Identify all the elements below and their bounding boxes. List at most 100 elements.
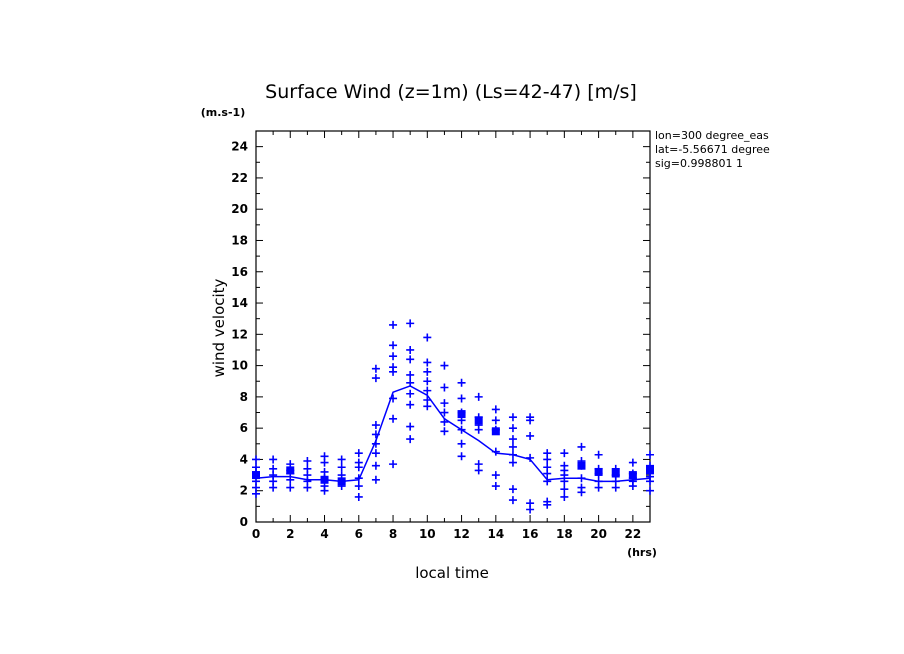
sample-point — [406, 378, 415, 387]
sample-point — [389, 414, 398, 423]
sample-point — [543, 500, 552, 509]
sample-point — [508, 435, 517, 444]
sample-point — [371, 475, 380, 484]
sample-point — [371, 374, 380, 383]
sample-point — [440, 383, 449, 392]
y-tick-label: 0 — [240, 515, 248, 529]
sample-point — [611, 483, 620, 492]
y-tick-label: 24 — [231, 140, 248, 154]
sample-point — [371, 430, 380, 439]
sample-point — [389, 367, 398, 376]
filled-marker — [457, 410, 466, 419]
filled-marker — [320, 475, 329, 484]
sample-point — [508, 485, 517, 494]
sample-point — [474, 425, 483, 434]
sample-point — [577, 474, 586, 483]
sample-point — [526, 431, 535, 440]
x-axis-label: local time — [415, 564, 489, 582]
sample-point — [560, 485, 569, 494]
sample-point — [526, 453, 535, 462]
sample-point — [406, 400, 415, 409]
sample-point — [440, 399, 449, 408]
x-tick-label: 20 — [590, 527, 607, 541]
sample-point — [508, 450, 517, 459]
sample-point — [337, 455, 346, 464]
sample-point — [560, 492, 569, 501]
filled-marker — [474, 416, 483, 425]
chart-title: Surface Wind (z=1m) (Ls=42-47) [m/s] — [265, 81, 637, 103]
x-tick-label: 8 — [389, 527, 397, 541]
sample-point — [526, 416, 535, 425]
info-sig: sig=0.998801 1 — [655, 157, 743, 170]
sample-point — [371, 364, 380, 373]
sample-point — [646, 450, 654, 459]
sample-point — [543, 455, 552, 464]
sample-point — [389, 394, 398, 403]
x-tick-label: 0 — [252, 527, 260, 541]
sample-point — [371, 449, 380, 458]
sample-point — [440, 361, 449, 370]
x-tick-label: 2 — [286, 527, 294, 541]
sample-point — [474, 392, 483, 401]
sample-point — [508, 413, 517, 422]
sample-point — [337, 463, 346, 472]
x-tick-label: 12 — [453, 527, 470, 541]
filled-marker — [337, 477, 346, 486]
sample-point — [646, 477, 654, 486]
filled-marker — [611, 469, 620, 478]
sample-point — [508, 496, 517, 505]
x-tick-label: 22 — [625, 527, 642, 541]
y-tick-label: 4 — [240, 452, 248, 466]
sample-point — [491, 405, 500, 414]
sample-point — [354, 482, 363, 491]
x-unit-label: (hrs) — [627, 546, 657, 559]
sample-point — [457, 452, 466, 461]
x-tick-label: 16 — [522, 527, 539, 541]
sample-point — [354, 449, 363, 458]
sample-point — [389, 352, 398, 361]
sample-point — [303, 457, 312, 466]
filled-marker — [491, 427, 500, 436]
x-tick-label: 18 — [556, 527, 573, 541]
y-tick-label: 14 — [231, 296, 248, 310]
sample-point — [406, 345, 415, 354]
filled-marker — [594, 467, 603, 476]
sample-point — [628, 482, 637, 491]
x-tick-label: 4 — [320, 527, 328, 541]
sample-point — [303, 483, 312, 492]
sample-point — [252, 489, 260, 498]
sample-point — [269, 483, 278, 492]
sample-point — [577, 442, 586, 451]
sample-point — [491, 471, 500, 480]
sample-point — [508, 424, 517, 433]
sample-point — [406, 370, 415, 379]
sample-point — [646, 486, 654, 495]
sample-point — [594, 450, 603, 459]
sample-point — [371, 439, 380, 448]
sample-point — [406, 355, 415, 364]
sample-point — [526, 505, 535, 514]
sample-point — [269, 455, 278, 464]
sample-point — [252, 463, 260, 472]
sample-point — [423, 377, 432, 386]
sample-point — [371, 421, 380, 430]
sample-point — [457, 378, 466, 387]
sample-point — [286, 483, 295, 492]
sample-point — [406, 435, 415, 444]
sample-point — [577, 488, 586, 497]
filled-marker — [286, 466, 295, 475]
filled-marker — [646, 466, 654, 475]
sample-point — [457, 425, 466, 434]
sample-point — [389, 341, 398, 350]
sample-point — [252, 455, 260, 464]
sample-point — [354, 474, 363, 483]
y-tick-label: 6 — [240, 421, 248, 435]
sample-point — [406, 389, 415, 398]
data-layer — [252, 319, 654, 514]
sample-point — [543, 477, 552, 486]
y-tick-label: 16 — [231, 265, 248, 279]
sample-point — [491, 416, 500, 425]
sample-point — [320, 486, 329, 495]
